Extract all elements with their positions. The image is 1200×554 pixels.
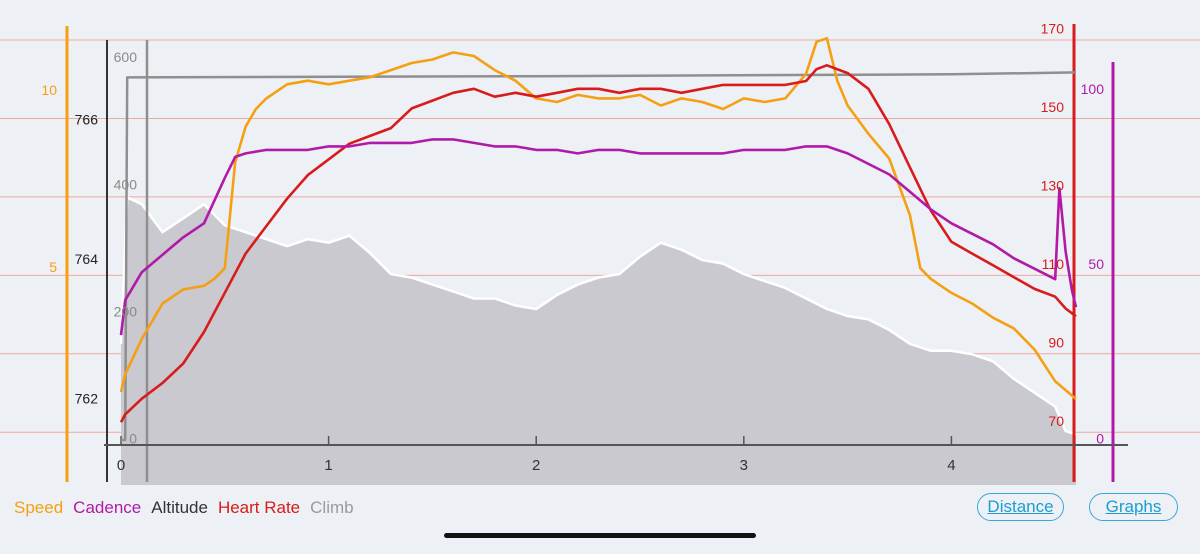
cadence-tick-label: 50	[1088, 256, 1104, 272]
climb-series-line	[121, 71, 1077, 442]
legend-cadence: Cadence	[73, 498, 142, 517]
distance-button[interactable]: Distance	[977, 493, 1064, 521]
climb-tick-label: 200	[114, 303, 138, 319]
axes-lines	[65, 24, 1128, 482]
heart-rate-tick-label: 70	[1048, 413, 1064, 429]
x-tick-label: 3	[740, 457, 748, 474]
heart-rate-tick-label: 110	[1042, 256, 1065, 272]
climb-tick-label: 600	[114, 49, 138, 65]
home-indicator[interactable]	[444, 533, 756, 538]
x-tick-label: 0	[117, 457, 125, 474]
x-tick-label: 1	[324, 457, 332, 474]
legend-altitude: Altitude	[151, 498, 208, 517]
climb-tick-label: 0	[129, 431, 137, 447]
speed-series-line	[119, 37, 1077, 400]
altitude-tick-label: 762	[75, 390, 99, 406]
x-tick-label: 4	[947, 457, 955, 474]
legend-climb: Climb	[310, 498, 354, 517]
altitude-tick-label: 766	[75, 111, 99, 127]
altitude-outline	[119, 195, 1077, 436]
altitude-area	[119, 195, 1077, 485]
heart-rate-series-line	[119, 64, 1077, 423]
speed-tick-label: 10	[41, 82, 57, 98]
climb-tick-label: 400	[114, 176, 138, 192]
x-tick-label: 2	[532, 457, 540, 474]
series-lines	[119, 37, 1078, 442]
cadence-series-line	[119, 138, 1078, 336]
cadence-tick-label: 100	[1081, 81, 1105, 97]
legend-speed: Speed	[14, 498, 64, 517]
heart-rate-tick-label: 130	[1041, 178, 1065, 194]
legend-heart-rate: Heart Rate	[217, 498, 301, 517]
altitude-tick-label: 764	[75, 251, 99, 267]
speed-tick-label: 5	[49, 259, 57, 275]
heart-rate-tick-label: 170	[1041, 21, 1065, 37]
altitude-fill	[121, 197, 1076, 485]
cadence-tick-label: 0	[1096, 431, 1104, 447]
heart-rate-tick-label: 150	[1041, 99, 1065, 115]
tick-labels: 0 1 2 3 4 5 10 762 764 766 0 200 400 600 70 90 110 130 150…	[41, 21, 1104, 474]
heart-rate-tick-label: 90	[1048, 334, 1064, 350]
graphs-button[interactable]: Graphs	[1089, 493, 1178, 521]
legend: Speed Cadence Altitude Heart Rate Climb	[14, 498, 354, 518]
